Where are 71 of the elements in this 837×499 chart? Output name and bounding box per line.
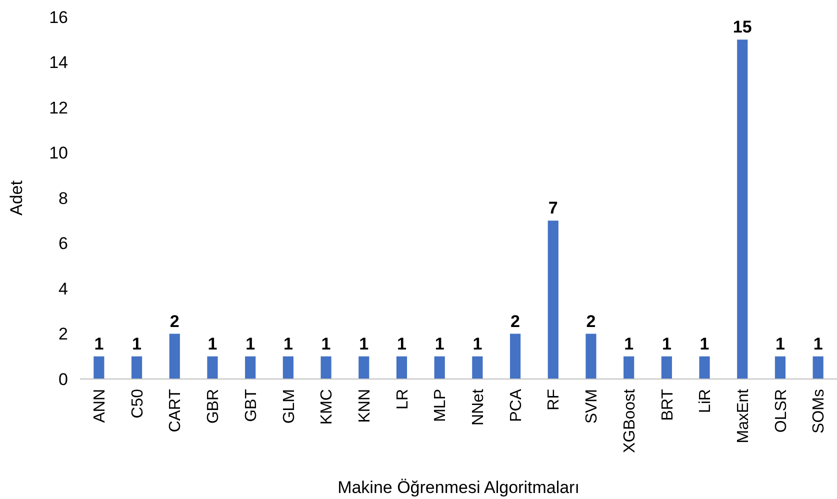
data-label: 15	[732, 18, 752, 37]
bar	[624, 356, 634, 379]
x-tick-label: NNet	[470, 388, 488, 426]
data-label: 1	[700, 334, 710, 354]
y-tick-label: 14	[49, 53, 68, 72]
y-tick-label: 6	[58, 234, 68, 254]
x-tick-label: KNN	[356, 389, 374, 423]
data-label: 1	[434, 334, 444, 354]
data-label: 1	[472, 334, 482, 354]
x-tick-label: BRT	[659, 388, 676, 421]
bar	[358, 356, 370, 379]
y-tick-label: 4	[58, 279, 68, 298]
data-label: 1	[321, 334, 331, 354]
x-tick-label: KMC	[318, 389, 336, 425]
x-tick-label: ANN	[92, 389, 109, 423]
data-label: 2	[586, 312, 596, 331]
x-tick-label: CART	[167, 388, 184, 432]
bar	[169, 334, 180, 379]
bar	[207, 356, 218, 379]
data-label: 1	[132, 334, 142, 354]
x-tick-label: MLP	[432, 389, 450, 422]
x-tick-label: GBT	[242, 388, 260, 422]
bar	[245, 356, 256, 379]
data-label: 1	[662, 334, 672, 354]
data-label: 1	[208, 334, 218, 354]
data-label: 1	[396, 334, 406, 354]
bar	[131, 356, 142, 379]
data-label: 2	[170, 312, 180, 331]
x-tick-label: OLSR	[772, 389, 790, 433]
data-label: 1	[283, 334, 293, 354]
data-label: 1	[246, 334, 256, 354]
data-label: 1	[813, 334, 823, 354]
bar	[320, 356, 332, 379]
y-tick-label: 0	[58, 370, 68, 389]
bar	[661, 356, 672, 379]
data-label: 2	[510, 312, 520, 331]
data-label: 1	[624, 334, 634, 354]
bar	[548, 220, 558, 379]
x-tick-label: PCA	[508, 388, 525, 422]
x-tick-label: LiR	[697, 389, 714, 414]
y-axis-title: Adet	[7, 180, 26, 216]
x-tick-label: SVM	[584, 389, 601, 424]
y-tick-label: 12	[49, 98, 68, 118]
bar	[812, 356, 824, 379]
x-axis-title: Makine Öğrenmesi Algoritmaları	[338, 478, 580, 497]
bar	[94, 356, 104, 379]
bar	[472, 356, 483, 379]
bar	[774, 356, 786, 379]
x-tick-label: C50	[129, 388, 146, 418]
data-label: 1	[359, 334, 369, 354]
data-label: 7	[548, 198, 558, 218]
bar	[396, 356, 408, 379]
x-tick-label: XGBoost	[621, 388, 638, 454]
x-tick-label: MaxEnt	[734, 388, 752, 444]
data-label: 1	[94, 334, 104, 354]
bar	[434, 356, 445, 379]
x-tick-label: GBR	[205, 389, 222, 424]
data-label: 1	[775, 334, 785, 354]
x-tick-label: SOMs	[810, 389, 828, 434]
x-tick-label: LR	[394, 389, 412, 410]
x-tick-label: GLM	[280, 389, 298, 424]
bar	[699, 356, 710, 379]
x-tick-label: RF	[546, 388, 563, 410]
y-tick-label: 2	[58, 324, 68, 344]
bar	[586, 334, 596, 379]
bar	[737, 40, 748, 379]
y-tick-label: 8	[58, 188, 68, 208]
y-tick-label: 16	[49, 8, 68, 27]
y-tick-label: 10	[49, 144, 68, 163]
bar	[282, 356, 294, 379]
bar	[510, 334, 521, 379]
